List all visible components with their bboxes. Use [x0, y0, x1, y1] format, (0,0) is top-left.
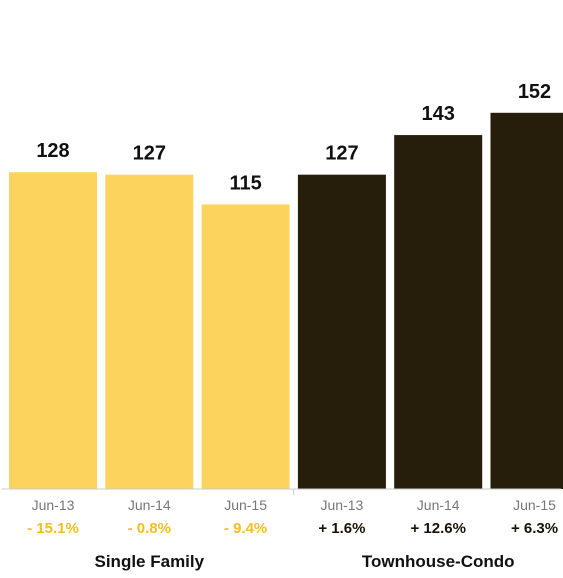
group-label: Townhouse-Condo	[362, 552, 515, 571]
bar-value-label: 115	[229, 172, 261, 194]
labels-layer: 128 Jun-13 - 15.1% 127 Jun-14 - 0.8% 115 Jun-15…	[27, 81, 558, 571]
change-label: - 15.1%	[27, 520, 79, 537]
bar-0-2	[201, 204, 290, 489]
change-label: + 6.3%	[511, 520, 558, 537]
change-label: - 0.8%	[128, 520, 171, 537]
category-label: Jun-15	[513, 497, 556, 513]
bar-1-0	[297, 174, 386, 490]
bar-1-1	[394, 135, 483, 489]
change-label: + 1.6%	[318, 520, 365, 537]
category-label: Jun-14	[128, 497, 171, 513]
group-label: Single Family	[95, 552, 205, 571]
category-label: Jun-13	[320, 497, 363, 513]
bar-value-label: 128	[36, 140, 69, 162]
bar-value-label: 152	[518, 81, 551, 103]
category-label: Jun-14	[417, 497, 460, 513]
bar-value-label: 127	[325, 143, 358, 165]
bar-value-label: 143	[422, 103, 455, 125]
category-label: Jun-15	[224, 497, 267, 513]
bars-layer	[9, 112, 563, 490]
bar-0-1	[105, 174, 194, 490]
category-label: Jun-13	[32, 497, 75, 513]
change-label: - 9.4%	[224, 520, 267, 537]
bar-0-0	[9, 172, 97, 489]
bar-value-label: 127	[133, 143, 166, 165]
bar-1-2	[490, 112, 563, 490]
change-label: + 12.6%	[410, 520, 465, 537]
